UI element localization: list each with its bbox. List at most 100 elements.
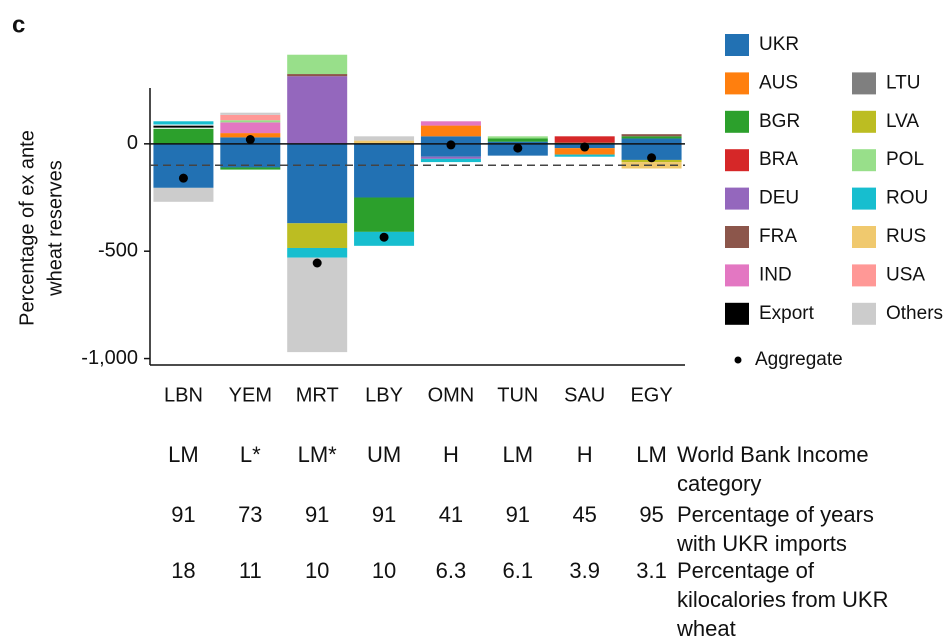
bar-segment: [220, 120, 281, 123]
legend-swatch: [725, 149, 749, 172]
table-cell: 3.9: [569, 558, 600, 583]
bar-segment: [220, 122, 281, 134]
table-cell: L*: [239, 442, 261, 467]
legend-label: Export: [759, 303, 815, 324]
legend-swatch: [852, 149, 876, 172]
legend-label: AUS: [759, 72, 798, 93]
bar-segment: [487, 136, 548, 139]
bar-segment: [287, 247, 348, 258]
legend-swatch: [725, 302, 749, 325]
bar-segment: [153, 125, 214, 128]
aggregate-dot: [446, 140, 456, 150]
table-cell: UM: [366, 442, 402, 467]
bar-segment: [420, 158, 481, 163]
bar-segment: [153, 187, 214, 202]
legend-label: ROU: [886, 188, 928, 209]
x-tick-label: YEM: [229, 384, 272, 406]
legend-swatch: [725, 226, 749, 248]
aggregate-dot: [513, 143, 523, 153]
table-cell: H: [576, 442, 593, 467]
bar-segment: [621, 143, 682, 160]
legend-label: Others: [886, 303, 943, 324]
legend-swatch: [852, 72, 876, 95]
bar-segment: [354, 136, 415, 141]
legend-swatch: [725, 110, 749, 133]
y-tick-label: -500: [98, 239, 138, 261]
bar-segment: [554, 136, 615, 143]
legend-swatch: [725, 34, 749, 56]
bar-segment: [354, 197, 415, 232]
legend-swatch: [725, 72, 749, 95]
table-cell: 91: [371, 502, 397, 527]
bar-segment: [354, 140, 415, 144]
legend-label: UKR: [759, 34, 799, 55]
bar-segment: [287, 143, 348, 224]
legend-label: BGR: [759, 111, 800, 132]
table-cell: 6.1: [502, 558, 534, 583]
legend-label: LTU: [886, 72, 920, 93]
table-cell: 91: [505, 502, 531, 527]
aggregate-dot: [580, 142, 590, 152]
bar-segment: [220, 114, 281, 121]
legend-label: FRA: [759, 226, 797, 247]
legend-label: LVA: [886, 111, 919, 132]
aggregate-dot: [245, 135, 255, 145]
table-cell: 18: [171, 558, 196, 583]
legend-label: BRA: [759, 149, 798, 170]
panel-label: c: [12, 11, 25, 38]
bar-segment: [354, 143, 415, 198]
x-tick-label: SAU: [564, 384, 605, 406]
table-cell: 45: [572, 502, 597, 527]
table-cell: H: [442, 442, 459, 467]
bar-segment: [487, 141, 548, 144]
legend-swatch: [725, 264, 749, 287]
table-row-label: World Bank Income category: [677, 442, 869, 496]
table-row-label: Percentage of kilocalories from UKR whea…: [677, 558, 889, 641]
x-tick-label: LBY: [365, 384, 403, 406]
bar-segment: [287, 54, 348, 75]
bar-segment: [420, 156, 481, 159]
table-cell: 91: [171, 502, 196, 527]
legend-dot: [734, 356, 742, 364]
legend-swatch: [852, 110, 876, 133]
bar-segment: [220, 167, 281, 170]
x-tick-label: EGY: [630, 384, 672, 406]
legend-swatch: [852, 226, 876, 248]
aggregate-dot: [647, 153, 657, 163]
bar-segment: [420, 136, 481, 144]
legend-label: IND: [759, 264, 792, 285]
x-tick-label: MRT: [296, 384, 339, 406]
bar-segment: [554, 154, 615, 157]
table-cell: 91: [304, 502, 330, 527]
table-cell: 95: [639, 502, 664, 527]
legend-label: POL: [886, 149, 924, 170]
table-cell: 73: [238, 502, 263, 527]
bar-segment: [220, 143, 281, 168]
legend-swatch: [852, 264, 876, 287]
bar-segment: [420, 143, 481, 157]
bar-segment: [287, 74, 348, 77]
bar-segment: [287, 223, 348, 248]
bar-segment: [621, 136, 682, 139]
y-tick-label: -1,000: [81, 347, 138, 369]
table-cell: LM*: [297, 442, 337, 467]
legend-label: DEU: [759, 188, 799, 209]
table-cell: LM: [168, 442, 199, 467]
x-tick-label: LBN: [164, 384, 203, 406]
table-cell: LM: [636, 442, 667, 467]
legend-swatch: [725, 187, 749, 210]
bar-segment: [220, 112, 281, 115]
bar-segment: [420, 125, 481, 137]
bar-segment: [621, 134, 682, 137]
table-cell: 3.1: [636, 558, 667, 583]
table-cell: 11: [238, 558, 262, 583]
bar-segment: [153, 128, 214, 144]
aggregate-dot: [312, 258, 322, 268]
x-tick-label: OMN: [428, 384, 475, 406]
table-row-label: Percentage of years with UKR imports: [677, 502, 874, 556]
legend-swatch: [852, 302, 876, 325]
x-tick-label: TUN: [497, 384, 538, 406]
legend-label: RUS: [886, 226, 926, 247]
table-cell: 6.3: [435, 558, 467, 583]
